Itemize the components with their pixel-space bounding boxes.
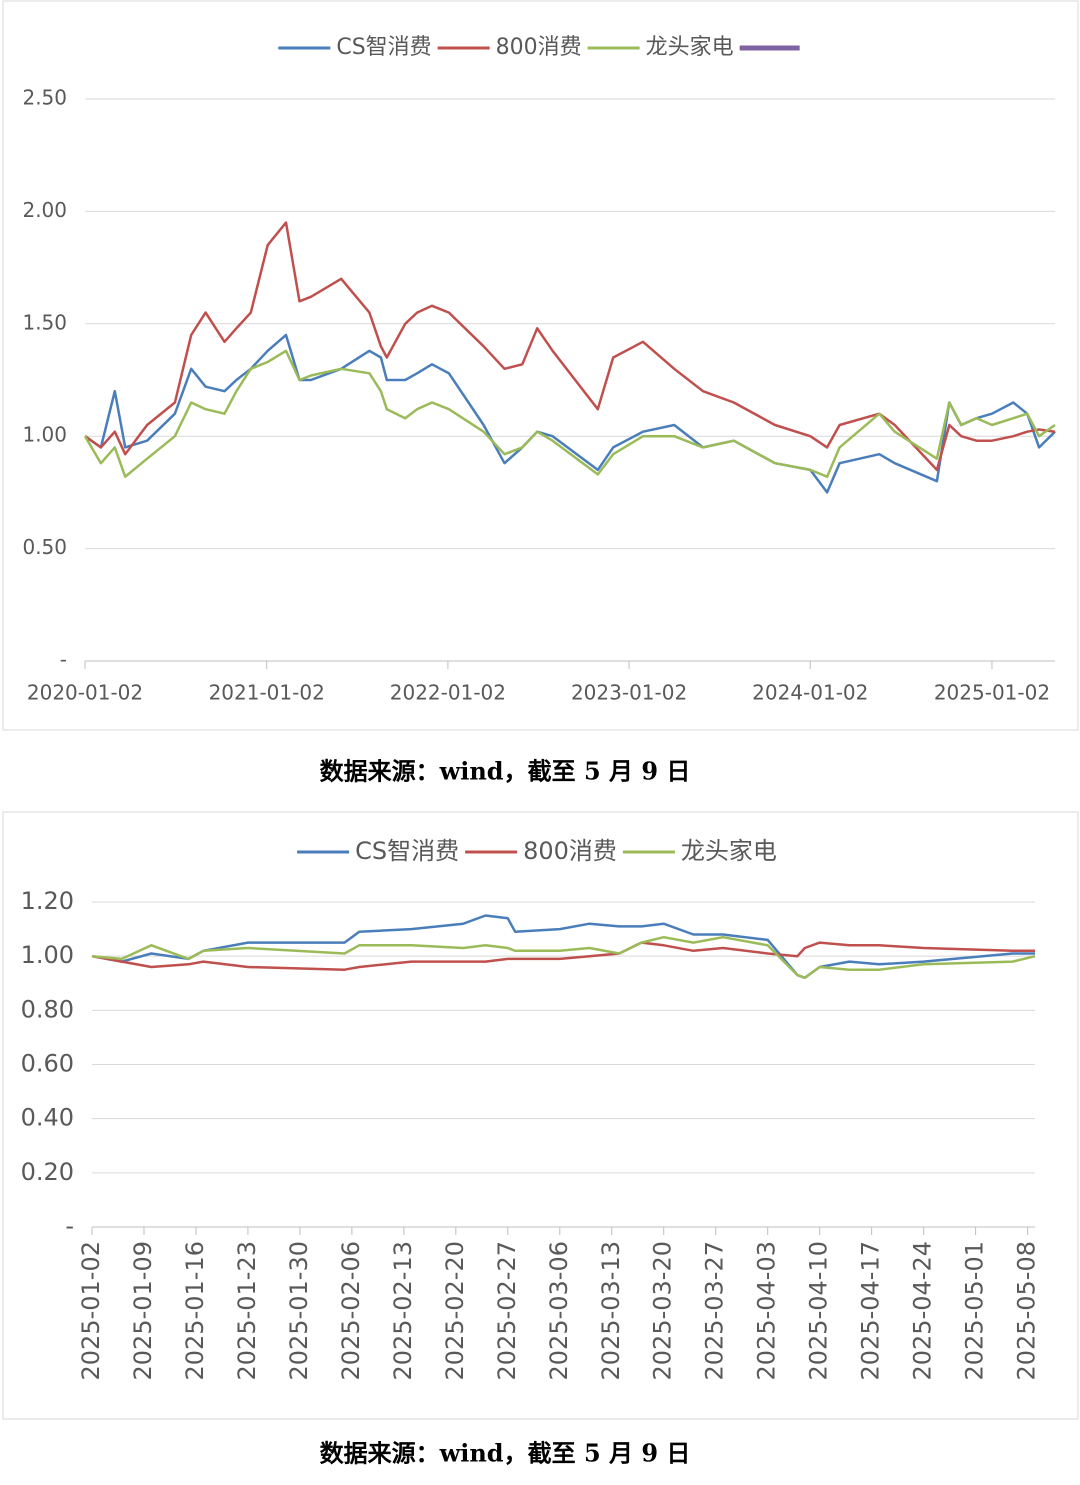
x-tick-label: 2025-04-17 [857,1241,885,1380]
y-tick-label: 1.00 [22,423,67,447]
chart-frame [2,811,1079,1420]
x-tick-label: 2025-03-27 [701,1241,729,1380]
source-caption: 数据来源：wind，截至 5 月 9 日 [320,757,691,786]
x-tick-label: 2021-01-02 [209,681,325,705]
x-tick-label: 2025-04-03 [753,1241,781,1380]
x-tick-label: 2023-01-02 [571,681,687,705]
x-tick-label: 2025-02-20 [441,1241,469,1380]
line-series [84,333,1056,494]
y-tick-label: 0.60 [21,1050,74,1078]
x-tick-label: 2025-01-16 [181,1241,209,1380]
source-caption: 数据来源：wind，截至 5 月 9 日 [320,1439,691,1468]
x-tick-label: 2025-03-06 [545,1241,573,1380]
legend-label: 龙头家电 [646,35,734,60]
x-tick-label: 2020-01-02 [27,681,143,705]
y-tick-label: - [60,648,67,672]
line-series [83,349,1056,478]
x-tick-label: 2024-01-02 [752,681,868,705]
x-tick-label: 2025-03-20 [649,1241,677,1380]
line-series [91,941,1035,971]
legend-label: 龙头家电 [681,837,777,865]
x-tick-label: 2025-02-06 [337,1241,365,1380]
legend-label: 800消费 [496,35,582,60]
x-tick-label: 2025-03-13 [597,1241,625,1380]
x-tick-label: 2025-01-02 [77,1241,105,1380]
y-tick-label: 0.40 [21,1104,74,1132]
legend-label: CS智消费 [355,837,459,865]
legend-label: 800消费 [523,837,617,865]
y-tick-label: 1.00 [21,941,74,969]
x-tick-label: 2025-04-24 [909,1241,937,1380]
y-tick-label: 2.50 [22,86,67,110]
y-tick-label: 0.80 [21,995,74,1023]
x-tick-label: 2025-01-02 [934,681,1050,705]
chart-frame [2,0,1079,731]
x-tick-label: 2025-05-01 [961,1241,989,1380]
x-tick-label: 2025-04-10 [805,1241,833,1380]
y-tick-label: 2.00 [22,198,67,222]
y-tick-label: 0.50 [22,535,67,559]
line-series [91,935,1036,980]
x-tick-label: 2025-01-09 [129,1241,157,1380]
y-tick-label: 0.20 [21,1158,74,1186]
x-tick-label: 2025-01-30 [285,1241,313,1380]
y-tick-label: 1.50 [22,310,67,334]
line-series [84,221,1056,472]
y-tick-label: - [65,1212,74,1240]
x-tick-label: 2025-02-13 [389,1241,417,1380]
legend-label: CS智消费 [336,35,431,60]
x-tick-label: 2025-05-08 [1013,1241,1041,1380]
x-tick-label: 2022-01-02 [390,681,506,705]
y-tick-label: 1.20 [21,887,74,915]
x-tick-label: 2025-01-23 [233,1241,261,1380]
line-series [91,914,1035,980]
x-tick-label: 2025-02-27 [493,1241,521,1380]
